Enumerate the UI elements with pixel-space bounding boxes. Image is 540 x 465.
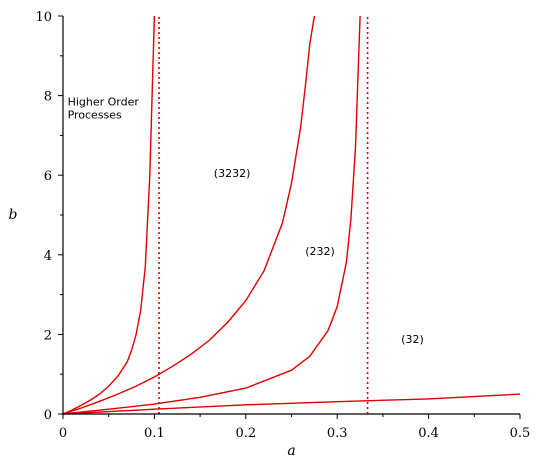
annotation-line: Higher Order — [68, 96, 140, 109]
x-axis-ticks: 0 0.1 0.2 0.3 0.4 0.5 — [59, 414, 530, 441]
x-tick-label: 0.3 — [327, 426, 348, 441]
region-annotation: (3232) — [214, 167, 251, 180]
y-tick-label: 0 — [44, 408, 52, 423]
axes: 0 0.1 0.2 0.3 0.4 0.5 0 2 4 6 8 10 a b — [9, 10, 531, 459]
region-annotation: (32) — [401, 333, 424, 346]
series-layer — [62, 15, 521, 415]
annotation-line: (32) — [401, 333, 424, 346]
y-tick-label: 2 — [44, 328, 52, 343]
region-annotation: (232) — [305, 245, 335, 258]
y-tick-label: 10 — [35, 10, 52, 25]
x-tick-label: 0 — [59, 426, 67, 441]
y-axis-title: b — [9, 207, 18, 223]
annotation-line: (3232) — [214, 167, 251, 180]
boundary-curve-4 — [62, 393, 521, 415]
boundary-curve-3 — [62, 15, 361, 415]
x-tick-label: 0.4 — [418, 426, 439, 441]
annotation-line: Processes — [68, 109, 122, 122]
boundary-curve-2 — [62, 15, 316, 415]
y-tick-label: 6 — [44, 169, 52, 184]
annotations: Higher Order Processes (3232) (232) (32) — [68, 96, 424, 347]
y-axis-ticks: 0 2 4 6 8 10 — [35, 10, 63, 423]
x-tick-label: 0.2 — [235, 426, 256, 441]
boundary-curve-1 — [62, 15, 156, 415]
x-axis-title: a — [287, 443, 295, 459]
x-tick-label: 0.1 — [144, 426, 165, 441]
x-tick-label: 0.5 — [510, 426, 531, 441]
y-tick-label: 4 — [44, 249, 52, 264]
y-tick-label: 8 — [44, 90, 52, 105]
region-annotation: Higher Order Processes — [68, 96, 140, 122]
annotation-line: (232) — [305, 245, 335, 258]
